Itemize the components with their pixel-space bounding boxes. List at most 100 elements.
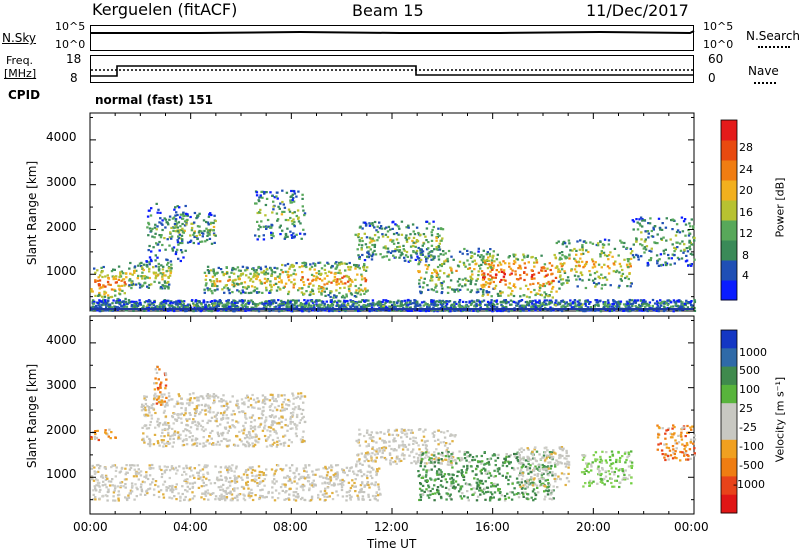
power-echo-cell (672, 310, 675, 313)
power-echo-cell (138, 286, 142, 289)
power-echo-cell (435, 271, 439, 275)
velocity-echo-cell (296, 482, 299, 485)
power-echo-cell (555, 241, 558, 245)
power-echo-cell (176, 248, 179, 251)
velocity-echo-cell (263, 402, 267, 405)
power-echo-cell (204, 278, 207, 281)
power-echo-cell (264, 271, 267, 274)
power-echo-cell (624, 305, 627, 308)
velocity-echo-cell (203, 498, 206, 501)
power-echo-cell (287, 292, 290, 296)
power-echo-cell (673, 253, 676, 257)
velocity-echo-cell (225, 496, 229, 499)
power-echo-cell (93, 267, 96, 270)
velocity-echo-cell (185, 464, 188, 467)
power-echo-cell (206, 221, 210, 224)
velocity-echo-cell (202, 445, 205, 448)
power-echo-cell (317, 270, 321, 273)
power-echo-cell (107, 303, 110, 306)
power-echo-cell (656, 303, 659, 306)
power-echo-cell (326, 306, 330, 309)
power-echo-cell (450, 304, 453, 307)
velocity-echo-cell (273, 399, 276, 402)
power-echo-cell (416, 300, 419, 303)
power-echo-cell (270, 273, 274, 276)
power-echo-cell (133, 304, 136, 308)
power-echo-cell (240, 282, 243, 285)
power-echo-cell (606, 254, 609, 258)
power-echo-cell (527, 302, 531, 305)
power-echo-cell (135, 306, 138, 309)
velocity-echo-cell (228, 484, 232, 487)
power-echo-cell (98, 291, 101, 295)
power-echo-cell (408, 306, 412, 309)
power-echo-cell (284, 236, 287, 239)
power-echo-cell (210, 213, 213, 217)
power-echo-cell (94, 280, 97, 283)
velocity-echo-cell (130, 482, 134, 485)
power-echo-cell (143, 275, 146, 278)
power-echo-cell (477, 270, 480, 273)
velocity-echo-cell (143, 424, 146, 428)
power-echo-cell (571, 301, 575, 304)
power-echo-cell (259, 266, 262, 269)
power-echo-cell (303, 264, 306, 268)
power-echo-cell (278, 306, 281, 309)
power-echo-cell (302, 228, 305, 231)
power-echo-cell (650, 247, 653, 250)
power-echo-cell (321, 279, 324, 282)
power-echo-cell (419, 252, 422, 255)
power-echo-cell (170, 235, 174, 238)
power-echo-cell (581, 244, 584, 247)
power-echo-cell (611, 255, 614, 258)
power-echo-cell (122, 300, 126, 303)
power-echo-cell (155, 242, 158, 245)
power-echo-cell (172, 229, 175, 232)
power-echo-cell (97, 276, 100, 279)
power-echo-cell (281, 271, 284, 274)
power-echo-cell (271, 270, 274, 273)
velocity-echo-cell (161, 401, 164, 404)
power-echo-cell (653, 241, 656, 244)
power-echo-cell (479, 305, 482, 308)
velocity-echo-cell (225, 414, 228, 417)
power-echo-cell (509, 267, 513, 270)
power-echo-cell (300, 291, 304, 294)
power-echo-cell (535, 301, 538, 304)
power-echo-cell (301, 205, 304, 208)
power-echo-cell (186, 213, 189, 216)
power-echo-cell (446, 286, 450, 289)
power-echo-cell (176, 205, 179, 208)
power-echo-cell (565, 301, 568, 304)
velocity-echo-cell (152, 403, 155, 406)
velocity-echo-cell (345, 495, 348, 498)
power-echo-cell (339, 272, 342, 275)
power-echo-cell (433, 248, 436, 251)
power-echo-cell (295, 305, 298, 308)
power-echo-cell (274, 305, 278, 308)
power-echo-cell (396, 246, 399, 249)
power-echo-cell (367, 251, 370, 255)
power-echo-cell (127, 299, 131, 302)
power-echo-cell (368, 246, 371, 249)
velocity-echo-cell (317, 468, 320, 471)
velocity-echo-cell (263, 496, 266, 499)
power-echo-cell (99, 305, 102, 308)
power-echo-cell (552, 309, 555, 312)
power-echo-cell (143, 301, 147, 304)
power-echo-cell (670, 305, 673, 308)
power-echo-cell (657, 310, 660, 313)
power-echo-cell (486, 282, 490, 285)
power-echo-cell (257, 310, 261, 313)
power-echo-cell (551, 272, 554, 275)
power-echo-cell (401, 253, 404, 256)
velocity-echo-cell (143, 481, 146, 484)
power-echo-cell (539, 284, 542, 287)
power-echo-cell (364, 243, 368, 246)
power-echo-cell (415, 226, 419, 229)
power-echo-cell (456, 280, 460, 283)
velocity-echo-cell (273, 499, 277, 502)
power-echo-cell (230, 305, 233, 308)
velocity-echo-cell (363, 485, 366, 488)
power-echo-cell (346, 302, 350, 305)
